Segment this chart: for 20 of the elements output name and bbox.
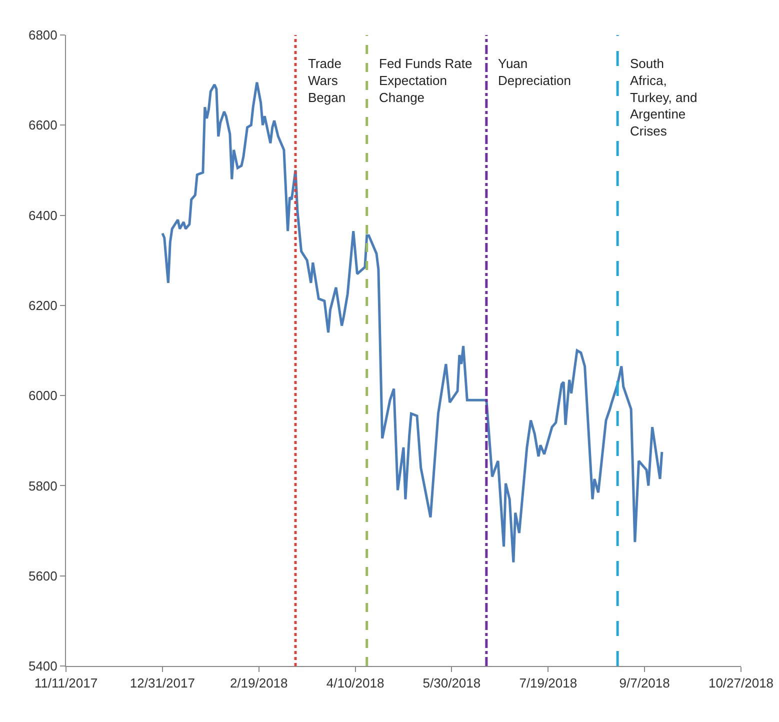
x-tick-label: 2/19/2018 (230, 676, 288, 691)
y-tick-label: 6400 (28, 208, 58, 223)
ref-line-label: Fed Funds Rate Expectation Change (379, 56, 472, 105)
x-tick-label: 11/11/2017 (34, 676, 98, 691)
x-tick-label: 12/31/2017 (130, 676, 195, 691)
x-tick-label: 5/30/2018 (422, 676, 481, 691)
y-tick-label: 5600 (28, 568, 58, 584)
x-tick-label: 4/10/2018 (326, 676, 384, 691)
y-tick-label: 5800 (28, 478, 58, 494)
y-tick-label: 5400 (28, 658, 58, 674)
y-tick-label: 6200 (28, 298, 58, 313)
y-tick-label: 6600 (28, 118, 58, 133)
x-tick-label: 10/27/2018 (708, 676, 774, 691)
ref-line-label: Trade Wars Began (308, 56, 346, 105)
ref-line-label: Yuan Depreciation (498, 56, 571, 88)
x-tick-label: 9/7/2018 (619, 676, 670, 691)
ref-line-label: South Africa, Turkey, and Argentine Crises (630, 56, 698, 139)
y-tick-label: 6800 (28, 28, 58, 43)
y-tick-label: 6000 (28, 388, 58, 404)
x-tick-label: 7/19/2018 (519, 676, 578, 691)
